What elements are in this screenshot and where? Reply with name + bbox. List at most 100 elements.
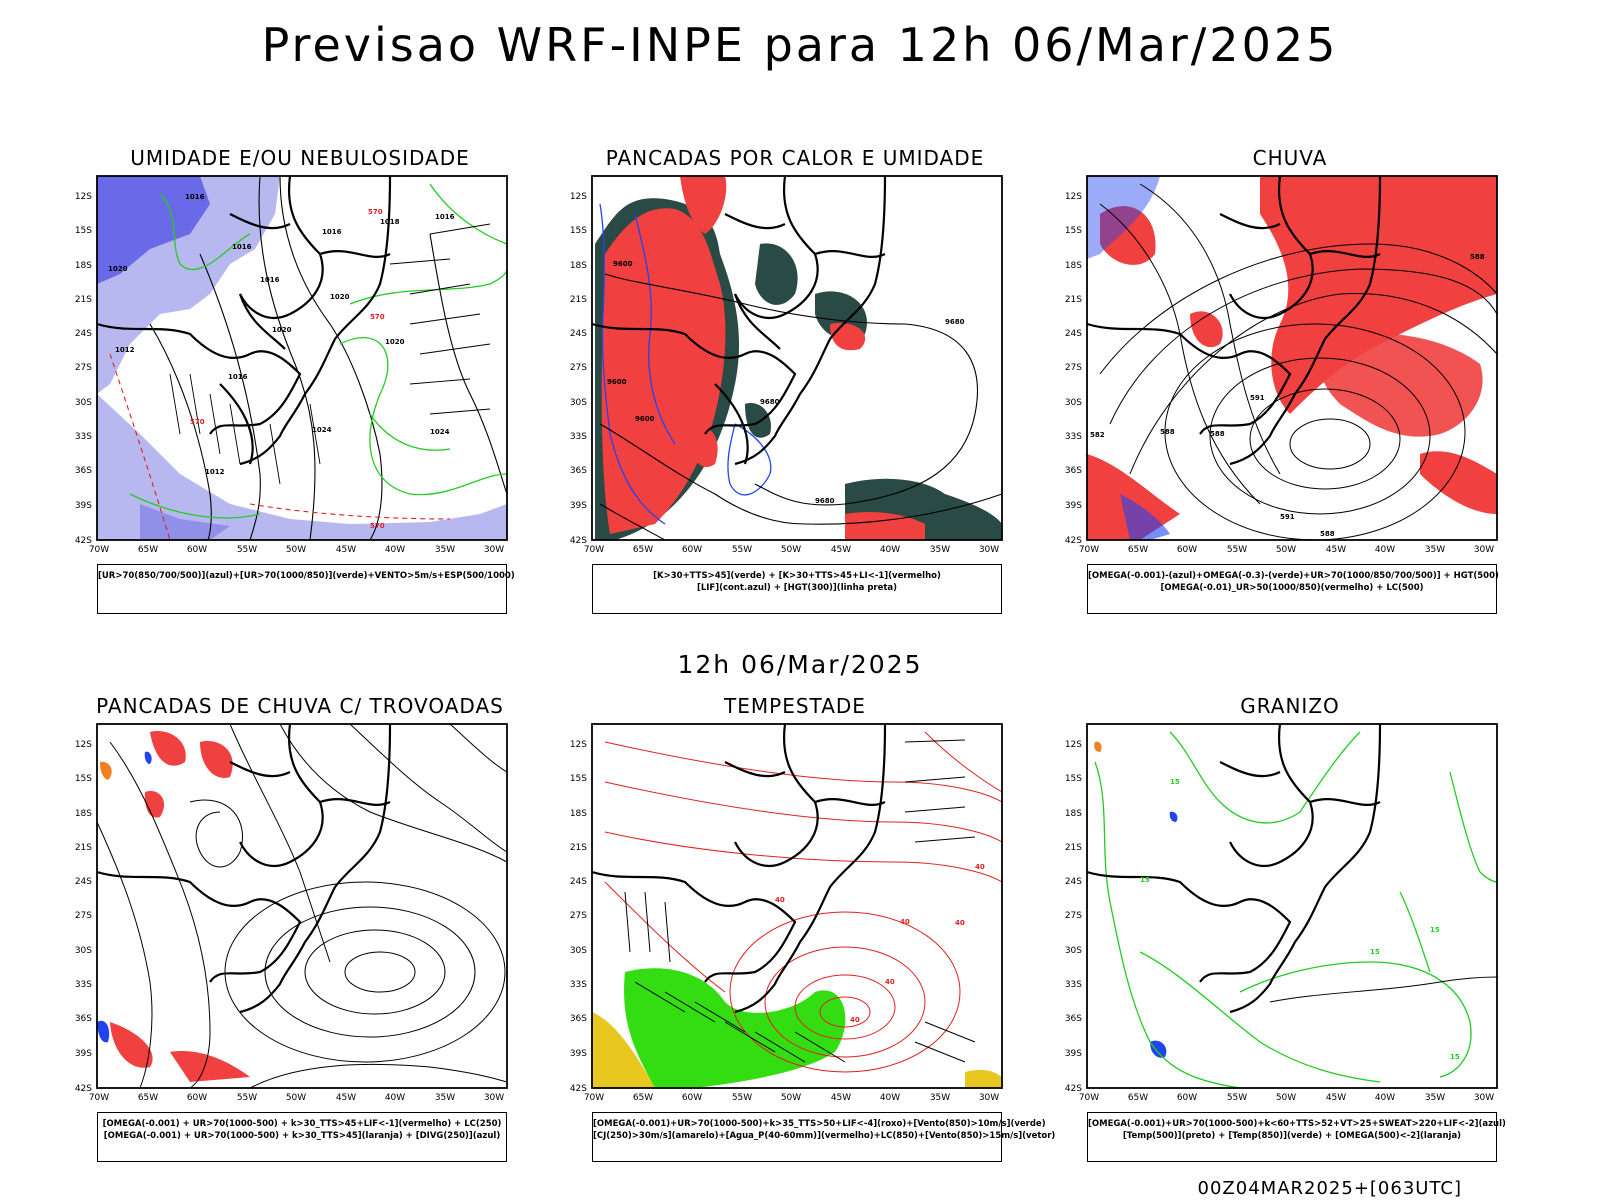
lon-label: 50W — [781, 1093, 801, 1103]
longitude-labels: 70W 65W 60W 55W 50W 45W 40W 35W 30W — [584, 1093, 999, 1103]
country-border — [591, 322, 797, 435]
lat-label: 15S — [1065, 774, 1082, 784]
lon-label: 30W — [979, 1093, 999, 1103]
pressure-contour — [764, 946, 926, 1058]
lat-label: 21S — [570, 295, 587, 305]
hail-area — [1094, 741, 1102, 752]
lat-label: 39S — [1065, 1049, 1082, 1059]
lat-label: 36S — [75, 466, 92, 476]
streamline — [249, 1063, 508, 1089]
humidity-contour — [429, 183, 508, 245]
contour-label: 9680 — [760, 398, 780, 406]
rising-motion-area — [1087, 176, 1160, 259]
lon-label: 30W — [1474, 545, 1494, 555]
coastline — [1229, 723, 1382, 1014]
lat-label: 30S — [1065, 946, 1082, 956]
pressure-contour — [604, 741, 1003, 803]
map-frame — [591, 175, 1003, 541]
lat-label: 18S — [1065, 261, 1082, 271]
divergence-area — [144, 751, 152, 764]
isobar-line — [258, 175, 316, 541]
map-umidade: 1016 1016 1018 1016 1020 1020 1016 1024 … — [75, 175, 508, 555]
lat-label: 42S — [75, 1084, 92, 1094]
lon-label: 40W — [880, 545, 900, 555]
country-border — [1086, 870, 1292, 983]
humidity-contour — [159, 193, 251, 271]
contour-label: 582 — [1090, 431, 1105, 439]
lat-label: 42S — [1065, 1084, 1082, 1094]
contour-label: 1020 — [272, 326, 292, 334]
lon-label: 55W — [237, 545, 257, 555]
lat-label: 36S — [1065, 1014, 1082, 1024]
lat-label: 24S — [75, 329, 92, 339]
temperature-850-contour — [1449, 771, 1498, 883]
humidity-contour — [349, 268, 508, 305]
contour-label: 588 — [1210, 430, 1225, 438]
contour-label: 570 — [368, 208, 383, 216]
contour-label: 15 — [1140, 876, 1150, 884]
height-line — [249, 503, 451, 520]
map-chuva: 588 582 588 591 588 591 588 12S 15S 18S … — [1065, 175, 1498, 555]
country-borders — [96, 175, 392, 466]
country-border — [1219, 213, 1381, 258]
lat-label: 18S — [570, 261, 587, 271]
country-borders — [96, 723, 392, 1014]
isobar-line — [199, 253, 261, 541]
lat-label: 30S — [570, 398, 587, 408]
map-lines — [1094, 731, 1498, 1089]
lon-label: 40W — [880, 1093, 900, 1103]
lon-label: 70W — [1079, 545, 1099, 555]
humidity-contour — [369, 413, 451, 451]
lon-label: 30W — [979, 545, 999, 555]
country-border — [239, 175, 324, 319]
contour-label: 1024 — [430, 428, 450, 436]
high-humidity-area — [140, 504, 230, 540]
lat-label: 36S — [1065, 466, 1082, 476]
country-borders — [1086, 175, 1382, 466]
rain-area — [1420, 451, 1497, 514]
lat-label: 42S — [1065, 536, 1082, 546]
contour-label: 591 — [1250, 394, 1265, 402]
map-pancadas-calor: 9600 9680 9600 9600 9680 9680 12S 15S 18… — [570, 175, 1003, 555]
longitude-labels: 70W 65W 60W 55W 50W 45W 40W 35W 30W — [584, 545, 999, 555]
weather-fill-layer — [97, 176, 507, 540]
contour-label: 1016 — [185, 193, 205, 201]
contour-label: 9680 — [945, 318, 965, 326]
contour-label: 1016 — [228, 373, 248, 381]
lat-label: 18S — [75, 809, 92, 819]
legend-line: [OMEGA(-0.001)+UR>70(1000-500)+k<60+TTS>… — [1088, 1119, 1506, 1129]
map-lines — [109, 175, 508, 541]
contour-labels: 15 15 15 15 15 — [1140, 778, 1460, 1061]
legend-line: [K>30+TTS>45](verde) + [K>30+TTS>45+LI<-… — [653, 571, 941, 581]
contour-label: 570 — [370, 522, 385, 530]
isobar-line — [429, 233, 508, 495]
contour-label: 15 — [1170, 778, 1180, 786]
lon-label: 60W — [187, 545, 207, 555]
country-border — [96, 322, 302, 435]
legend-line: [OMEGA(-0.001) + UR>70(1000-500) + k>30_… — [102, 1119, 502, 1129]
longitude-labels: 70W 65W 60W 55W 50W 45W 40W 35W 30W — [1079, 1093, 1494, 1103]
lon-label: 35W — [930, 1093, 950, 1103]
panel-title: PANCADAS DE CHUVA C/ TROVOADAS — [96, 694, 504, 718]
contour-label: 40 — [885, 978, 895, 986]
temperature-850-contour — [1239, 961, 1472, 1078]
lon-label: 70W — [584, 1093, 604, 1103]
latitude-labels: 12S 15S 18S 21S 24S 27S 30S 33S 36S 39S … — [75, 740, 92, 1094]
country-border — [229, 213, 391, 258]
map-frame — [1086, 175, 1498, 541]
weather-fill-layer — [1094, 741, 1178, 1058]
lat-label: 24S — [1065, 329, 1082, 339]
country-border — [591, 870, 797, 983]
coastline — [1229, 175, 1382, 466]
lon-label: 45W — [1326, 1093, 1346, 1103]
contour-labels: 40 40 40 40 40 40 — [775, 863, 985, 1024]
lat-label: 36S — [570, 466, 587, 476]
contour-label: 40 — [900, 918, 910, 926]
lat-label: 18S — [570, 809, 587, 819]
contour-label: 9680 — [815, 497, 835, 505]
lat-label: 39S — [570, 501, 587, 511]
temperature-850-contour — [1399, 891, 1431, 973]
map-frame — [96, 723, 508, 1089]
lon-label: 40W — [385, 1093, 405, 1103]
country-border — [734, 175, 819, 319]
